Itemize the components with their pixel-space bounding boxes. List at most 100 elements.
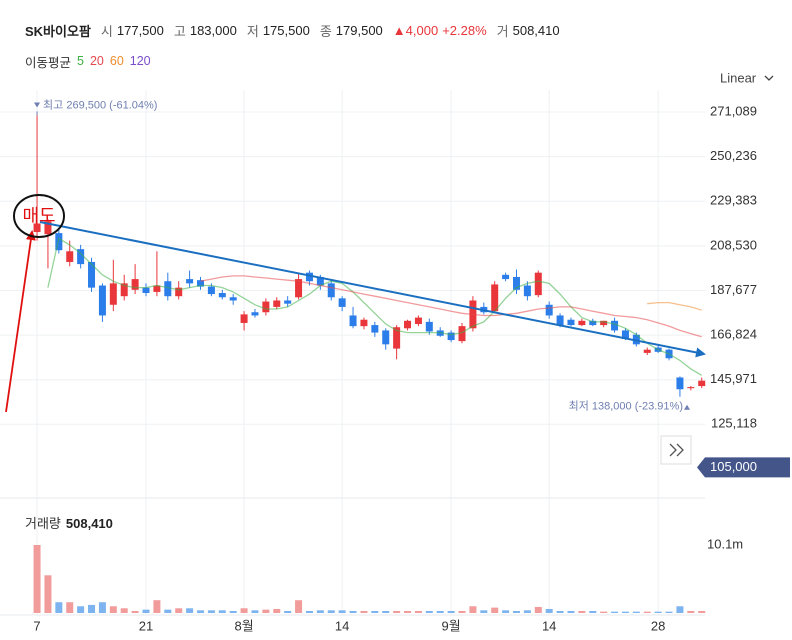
volume-bar: [229, 610, 237, 613]
candle-body: [229, 297, 237, 301]
min-marker: [684, 404, 690, 410]
candle-body: [447, 332, 455, 341]
button-icon: [669, 443, 684, 457]
label: 시: [100, 23, 113, 39]
volume-title: 거래량 508,410: [25, 516, 113, 531]
y-tick-label: 208,530: [710, 237, 757, 252]
volume-bar: [164, 609, 172, 613]
candle-body: [534, 272, 542, 296]
candle-body: [218, 292, 226, 298]
volume-bar: [512, 610, 520, 613]
scale-select[interactable]: Linear: [720, 70, 774, 85]
value: 175,500: [262, 22, 310, 38]
x-tick-label: 28: [651, 618, 665, 633]
value: 183,000: [189, 22, 237, 38]
value: 508,410: [512, 22, 560, 38]
price-tag: [697, 457, 790, 478]
x-tick-label: 21: [139, 618, 153, 633]
annotation-text: 매도: [22, 206, 55, 226]
volume-bar: [316, 610, 324, 613]
y-tick-label: 125,118: [711, 416, 757, 431]
candle-body: [44, 221, 52, 235]
volume-bar: [120, 608, 128, 613]
candle-body: [393, 327, 401, 349]
candle-body: [687, 387, 695, 389]
header: SK바이오팜 시 177,500 고 183,000 저 175,500 종 1…: [25, 20, 566, 40]
volume-bar: [338, 610, 346, 613]
candle-body: [153, 285, 161, 292]
chevron: [764, 75, 774, 81]
candle-body: [523, 285, 531, 297]
candle-body: [621, 330, 629, 339]
ma-legend-title: 이동평균: [25, 55, 72, 70]
volume-bar: [33, 545, 41, 613]
volume-bar: [284, 610, 292, 613]
candle-body: [251, 312, 259, 316]
volume-bar: [349, 610, 357, 613]
marks-layer: [33, 111, 706, 613]
candle-body: [175, 287, 183, 297]
label: 거: [496, 23, 509, 39]
legend-entry: 20: [89, 54, 104, 68]
volume-bar: [632, 611, 640, 613]
scale-label[interactable]: Linear: [720, 70, 757, 85]
candle-body: [611, 320, 619, 331]
candle-body: [567, 319, 575, 326]
max-marker: [34, 102, 41, 108]
volume-bar: [295, 600, 303, 613]
volume-bar: [142, 609, 150, 613]
value: 177,500: [116, 22, 164, 38]
volume-bar: [240, 608, 248, 613]
y-tick-label: 145,971: [710, 371, 757, 386]
candle-body: [109, 283, 117, 305]
volume-bar: [654, 611, 662, 613]
volume-bar: [556, 610, 564, 613]
red-arrow: [5, 230, 36, 413]
volume-bar: [414, 610, 422, 613]
stock-name: SK바이오팜: [25, 23, 91, 39]
volume-bar: [327, 610, 335, 613]
volume-bar: [175, 608, 183, 613]
candle-body: [414, 317, 422, 325]
volume-bar: [186, 608, 194, 613]
label: 고: [173, 23, 186, 39]
min-label: 최저 138,000 (-23.91%): [569, 400, 683, 413]
candle-body: [295, 279, 303, 298]
volume-bar: [251, 610, 259, 613]
candle-body: [305, 272, 313, 282]
candle-body: [196, 280, 204, 287]
x-tick-label: 14: [542, 618, 556, 633]
legend-entry: 120: [129, 54, 151, 68]
volume-bar: [44, 575, 52, 613]
grid-layer: [0, 90, 705, 616]
ma-line: [647, 301, 702, 311]
x-tick-label: 7: [33, 618, 40, 633]
candle-body: [382, 330, 390, 345]
y-tick-label: 187,677: [710, 282, 757, 297]
candle-body: [98, 285, 106, 316]
volume-bar: [698, 610, 706, 613]
volume-bar: [305, 610, 313, 613]
volume-bar: [131, 610, 139, 613]
volume-bar: [545, 608, 553, 613]
candle-body: [327, 283, 335, 298]
volume-bar: [523, 610, 531, 613]
volume-bar: [371, 610, 379, 613]
volume-tick-label: 10.1m: [707, 536, 743, 551]
candle-body: [273, 300, 281, 307]
candle-body: [676, 377, 684, 390]
volume-bar: [687, 610, 695, 613]
candle-body: [502, 274, 510, 280]
volume-bar: [109, 606, 117, 613]
candle-body: [545, 304, 553, 316]
x-tick-label: 9월: [442, 618, 461, 633]
volume-bar: [567, 610, 575, 613]
candle-body: [120, 283, 128, 297]
volume-bar: [98, 602, 106, 613]
change: ▲4,000: [392, 22, 439, 38]
scroll-button[interactable]: [660, 435, 692, 465]
volume-bar: [480, 610, 488, 613]
candle-body: [55, 233, 63, 251]
volume-title-label: 거래량: [25, 516, 61, 531]
ma-line: [200, 275, 702, 338]
